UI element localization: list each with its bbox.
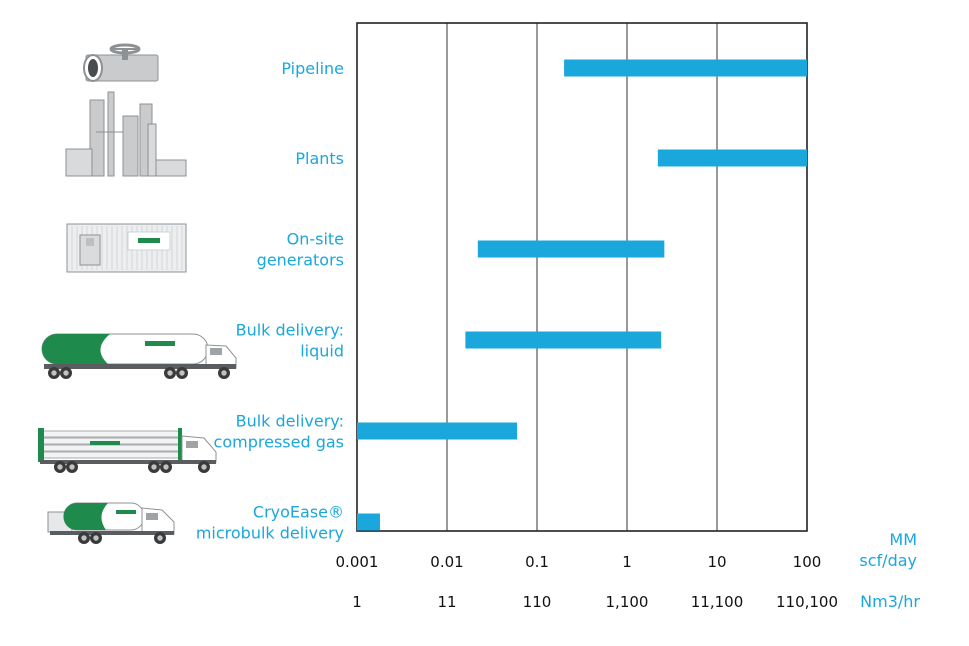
generator-container-icon bbox=[66, 223, 187, 273]
unit-label-scf: scf/day bbox=[859, 551, 917, 570]
category-label: Bulk delivery: bbox=[236, 321, 344, 340]
plot-area bbox=[356, 22, 808, 532]
category-label: Bulk delivery: bbox=[236, 412, 344, 431]
x-tick-label-scf: 0.001 bbox=[336, 553, 379, 571]
x-tick-label-nm3: 110 bbox=[523, 593, 552, 611]
category-label: On-site bbox=[287, 230, 344, 249]
range-bar bbox=[564, 59, 807, 77]
category-label: CryoEase® bbox=[253, 503, 344, 522]
category-labels: Pipeline Plants On-site generators Bulk deli… bbox=[196, 59, 344, 543]
category-label: Pipeline bbox=[281, 59, 344, 78]
range-bar bbox=[657, 149, 807, 167]
category-label: microbulk delivery bbox=[196, 524, 344, 543]
range-bar bbox=[357, 422, 518, 440]
range-bar bbox=[357, 513, 380, 531]
plant-icon bbox=[65, 91, 187, 177]
x-tick-label-scf: 0.1 bbox=[525, 553, 549, 571]
range-bar bbox=[477, 240, 665, 258]
x-tick-label-nm3: 1 bbox=[352, 593, 362, 611]
microbulk-truck-icon bbox=[47, 502, 175, 544]
plot-frame bbox=[356, 22, 808, 532]
category-label: liquid bbox=[300, 342, 344, 361]
x-tick-label-scf: 1 bbox=[622, 553, 632, 571]
category-label: Plants bbox=[295, 149, 344, 168]
category-label: compressed gas bbox=[214, 433, 344, 452]
range-bar bbox=[465, 331, 662, 349]
x-tick-label-nm3: 11 bbox=[437, 593, 456, 611]
icons-column bbox=[38, 43, 237, 544]
x-tick-label-nm3: 110,100 bbox=[776, 593, 838, 611]
x-tick-label-scf: 0.01 bbox=[430, 553, 463, 571]
x-tick-label-scf: 10 bbox=[707, 553, 726, 571]
x-tick-label-nm3: 1,100 bbox=[606, 593, 649, 611]
pipeline-icon bbox=[83, 43, 159, 82]
category-label: generators bbox=[257, 251, 344, 270]
liquid-tanker-truck-icon bbox=[41, 333, 237, 379]
x-tick-label-scf: 100 bbox=[793, 553, 822, 571]
unit-label-nm3: Nm3/hr bbox=[860, 592, 920, 611]
x-tick-label-nm3: 11,100 bbox=[691, 593, 744, 611]
tube-trailer-truck-icon bbox=[38, 428, 217, 473]
unit-label-scf: MM bbox=[889, 530, 917, 549]
